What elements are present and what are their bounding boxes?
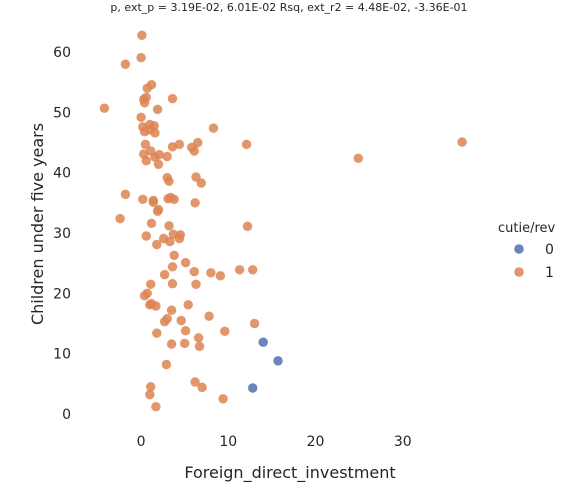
data-point-series-1 <box>161 359 172 370</box>
data-point-series-1 <box>141 155 152 166</box>
data-point-series-1 <box>142 83 153 94</box>
data-point-series-1 <box>164 176 174 187</box>
data-point-series-0 <box>247 383 258 393</box>
legend-title: cutie/rev <box>498 221 556 236</box>
data-point-series-1 <box>190 377 200 387</box>
data-point-series-1 <box>162 151 173 162</box>
data-point-series-1 <box>148 195 159 206</box>
data-point-series-1 <box>218 393 228 404</box>
data-point-series-1 <box>174 233 185 244</box>
scatter-points <box>99 30 467 412</box>
data-point-series-1 <box>179 338 190 349</box>
legend-label: 1 <box>545 265 554 281</box>
data-point-series-1 <box>136 30 147 41</box>
x-tick-label: 0 <box>137 434 146 450</box>
data-point-series-1 <box>136 52 146 63</box>
data-point-series-1 <box>189 146 200 156</box>
legend: cutie/rev 0 1 <box>498 221 556 281</box>
data-point-series-1 <box>162 313 173 324</box>
data-point-series-1 <box>194 341 205 352</box>
data-point-series-1 <box>208 123 219 134</box>
data-point-series-1 <box>139 126 150 137</box>
data-point-series-1 <box>241 139 252 150</box>
data-point-series-1 <box>249 318 260 329</box>
data-point-series-1 <box>153 159 164 170</box>
y-axis-ticks: 0 10 20 30 40 50 60 <box>53 45 71 423</box>
data-point-series-1 <box>166 339 177 349</box>
data-point-series-1 <box>152 104 163 115</box>
legend-label: 0 <box>545 242 554 258</box>
x-tick-label: 20 <box>307 434 325 450</box>
data-point-series-0 <box>273 355 283 366</box>
data-point-series-1 <box>166 305 177 316</box>
data-point-series-1 <box>99 103 110 114</box>
x-axis-label: Foreign_direct_investment <box>184 463 395 483</box>
data-point-series-1 <box>151 328 162 338</box>
x-tick-label: 10 <box>219 434 237 450</box>
y-tick-label: 40 <box>53 166 71 182</box>
data-point-series-1 <box>205 267 216 278</box>
data-point-series-1 <box>457 137 467 147</box>
data-point-series-1 <box>247 264 258 275</box>
data-point-series-1 <box>137 194 148 205</box>
data-point-series-1 <box>219 326 230 337</box>
data-point-series-1 <box>183 299 194 310</box>
data-point-series-1 <box>353 153 364 164</box>
data-point-series-1 <box>197 382 207 393</box>
y-tick-label: 60 <box>53 45 71 61</box>
y-tick-label: 20 <box>53 286 71 302</box>
data-point-series-1 <box>189 266 200 277</box>
data-point-series-1 <box>152 206 163 217</box>
data-point-series-1 <box>176 315 187 326</box>
data-point-series-1 <box>159 269 170 280</box>
data-point-series-1 <box>150 127 160 138</box>
data-point-series-1 <box>167 93 178 104</box>
y-tick-label: 50 <box>53 105 71 121</box>
data-point-series-1 <box>139 97 150 108</box>
y-axis-label: Children under five years <box>28 123 47 325</box>
data-point-series-1 <box>169 194 180 205</box>
data-point-series-1 <box>193 332 204 343</box>
data-point-series-1 <box>150 401 161 412</box>
data-point-series-1 <box>145 279 156 290</box>
data-point-series-1 <box>141 231 152 241</box>
data-point-series-1 <box>167 278 178 289</box>
data-point-series-1 <box>140 139 151 150</box>
legend-marker <box>514 267 524 277</box>
data-point-series-1 <box>196 178 207 188</box>
y-tick-label: 0 <box>62 407 71 423</box>
y-tick-label: 10 <box>53 347 71 363</box>
data-point-series-1 <box>191 172 201 182</box>
y-tick-label: 30 <box>53 226 71 242</box>
data-point-series-1 <box>151 239 162 250</box>
data-point-series-1 <box>139 290 150 301</box>
data-point-series-1 <box>164 220 174 231</box>
data-point-series-1 <box>215 270 226 281</box>
data-point-series-1 <box>136 112 146 123</box>
legend-marker <box>514 244 524 254</box>
data-point-series-1 <box>120 59 131 70</box>
data-point-series-1 <box>204 311 214 322</box>
data-point-series-1 <box>190 197 200 208</box>
data-point-series-1 <box>174 139 185 150</box>
x-tick-label: 30 <box>394 434 412 450</box>
data-point-series-1 <box>120 189 131 200</box>
x-axis-ticks: 0 10 20 30 <box>137 434 412 450</box>
data-point-series-1 <box>234 264 245 275</box>
data-point-series-1 <box>146 218 157 229</box>
data-point-series-1 <box>144 389 155 400</box>
data-point-series-1 <box>242 221 253 232</box>
data-point-series-1 <box>191 279 201 290</box>
chart-title: p, ext_p = 3.19E-02, 6.01E-02 Rsq, ext_r… <box>110 1 467 14</box>
data-point-series-1 <box>180 325 191 336</box>
data-point-series-1 <box>169 250 180 261</box>
data-point-series-0 <box>258 337 269 348</box>
data-point-series-1 <box>150 301 161 311</box>
data-point-series-1 <box>167 261 178 272</box>
data-point-series-1 <box>115 213 125 224</box>
data-point-series-1 <box>180 257 191 268</box>
